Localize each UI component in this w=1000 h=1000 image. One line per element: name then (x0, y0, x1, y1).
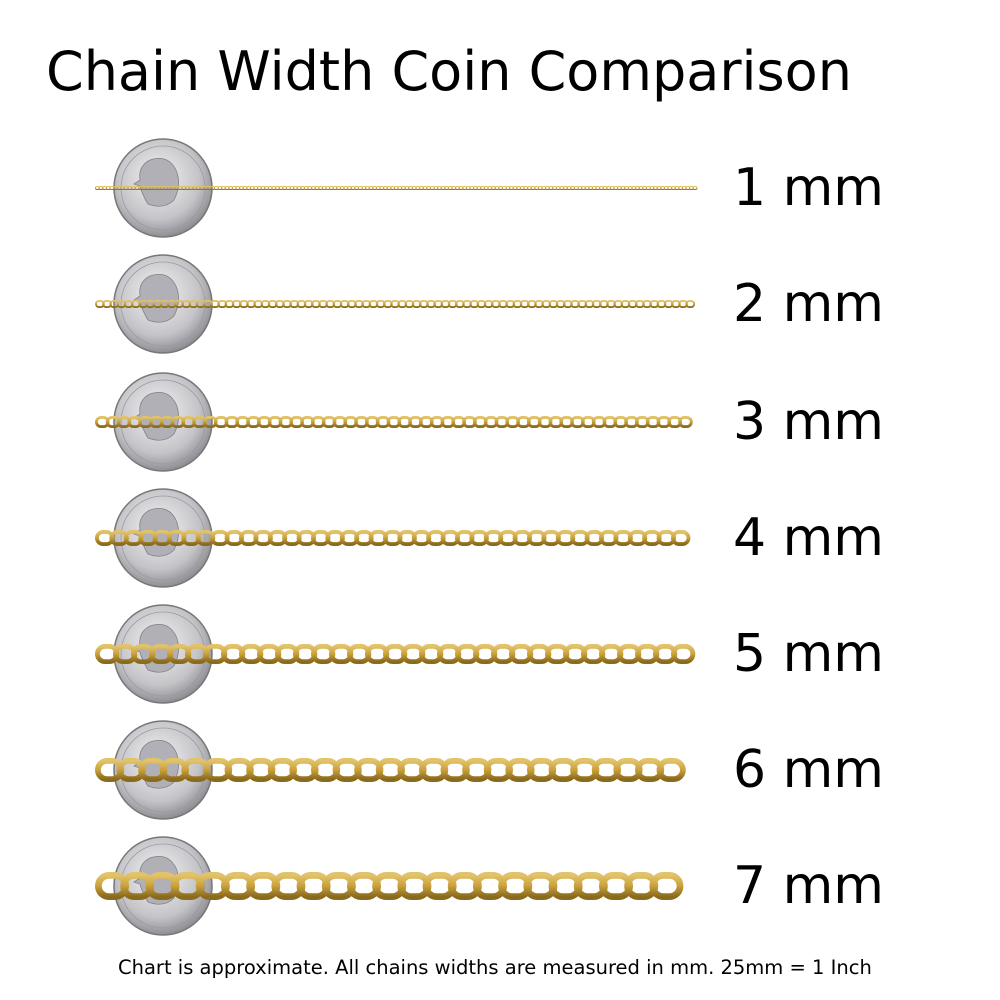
gold-chain (95, 415, 693, 428)
width-label: 7 mm (733, 856, 884, 916)
width-label: 1 mm (733, 158, 884, 218)
gold-chain (94, 758, 686, 783)
chain-row: 3 mm (0, 364, 1000, 480)
width-label: 5 mm (733, 624, 884, 684)
chain-row: 4 mm (0, 480, 1000, 596)
width-label: 6 mm (733, 740, 884, 800)
chain-illustration (94, 488, 691, 588)
chain-illustration (95, 604, 696, 704)
chain-link (656, 758, 686, 783)
width-label: 2 mm (733, 274, 884, 334)
chain-link (692, 185, 698, 190)
chain-row: 7 mm (0, 828, 1000, 944)
chain-illustration (94, 254, 696, 354)
chain-illustration (95, 138, 698, 238)
chain-row: 2 mm (0, 246, 1000, 362)
chain-illustration (94, 720, 686, 820)
chain-illustration (95, 836, 684, 936)
gold-chain (95, 872, 684, 901)
quarter-coin-icon (113, 604, 213, 704)
gold-chain (94, 529, 691, 546)
chain-link (671, 644, 696, 665)
quarter-coin-icon (113, 138, 213, 238)
chain-illustration (95, 372, 693, 472)
gold-chain (95, 644, 696, 665)
width-label: 4 mm (733, 508, 884, 568)
width-label: 3 mm (733, 392, 884, 452)
chain-link (649, 872, 684, 901)
gold-chain (94, 299, 696, 308)
page-title: Chain Width Coin Comparison (46, 40, 852, 103)
chain-row: 6 mm (0, 712, 1000, 828)
chain-row: 1 mm (0, 130, 1000, 246)
footnote: Chart is approximate. All chains widths … (118, 956, 872, 979)
chain-link (678, 415, 693, 428)
chain-link (685, 299, 696, 308)
quarter-coin-icon (113, 254, 213, 354)
chain-link (670, 529, 691, 546)
gold-chain (95, 185, 698, 190)
chain-row: 5 mm (0, 596, 1000, 712)
